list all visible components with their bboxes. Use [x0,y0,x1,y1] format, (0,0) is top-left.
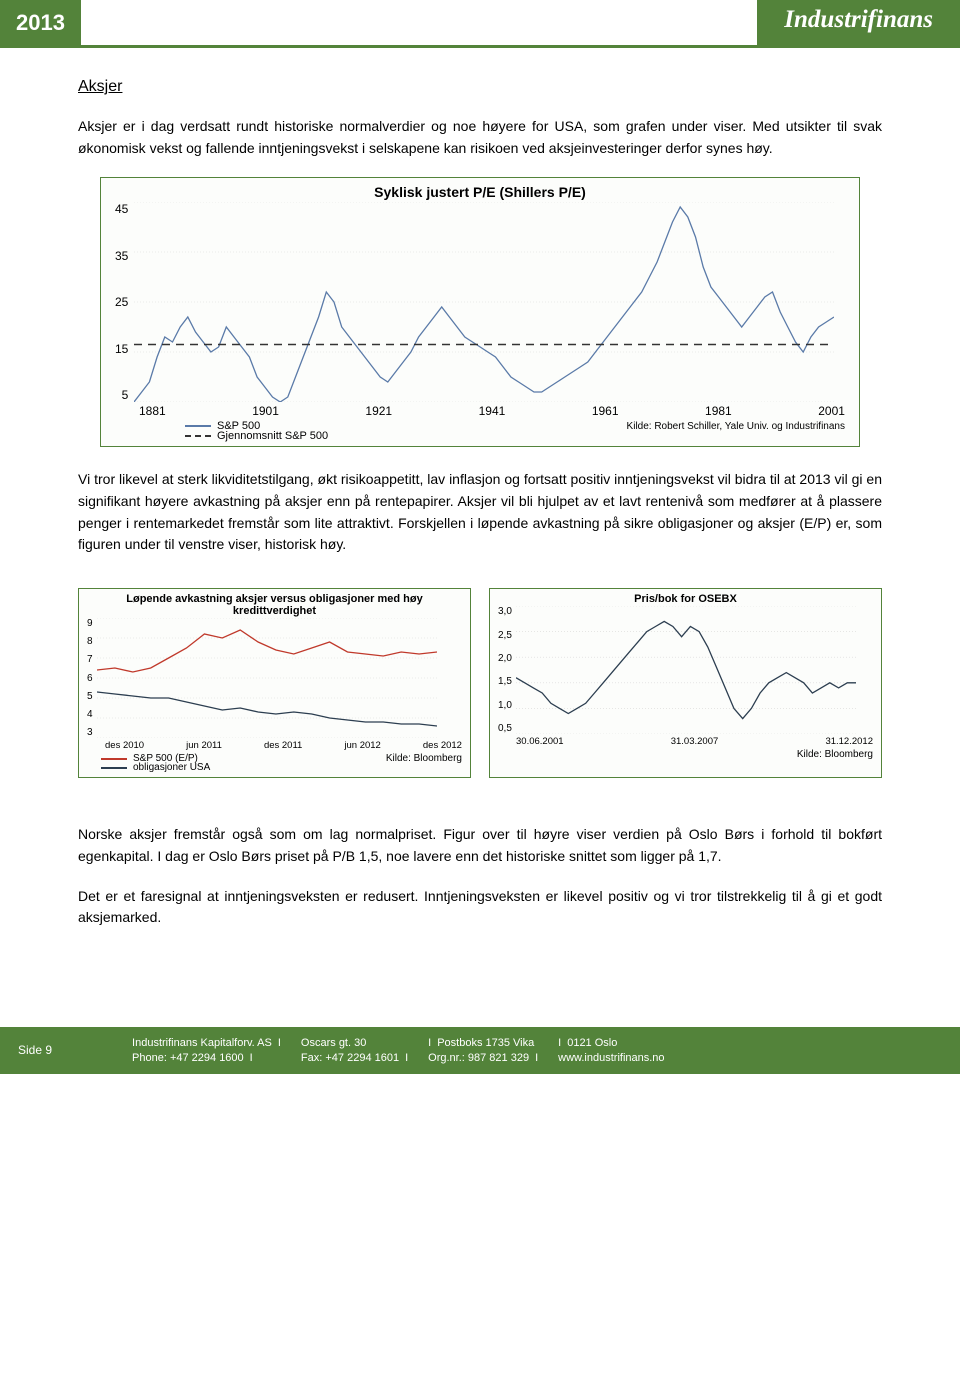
chart3-source: Kilde: Bloomberg [797,749,873,760]
chart2-xaxis: des 2010jun 2011des 2011jun 2012des 2012 [87,738,462,753]
chart1-source: Kilde: Robert Schiller, Yale Univ. og In… [627,421,845,432]
chart1-title: Syklisk justert P/E (Shillers P/E) [115,184,845,200]
chart-pb-osebx: Pris/bok for OSEBX 3,02,52,01,51,00,5 30… [489,588,882,778]
footer-page: Side 9 [18,1043,52,1057]
para-3: Norske aksjer fremstår også som om lag n… [78,824,882,867]
footer-fax: Fax: +47 2294 1601 [301,1052,399,1064]
section-title: Aksjer [78,78,882,96]
footer-address2: Postboks 1735 Vika [437,1037,534,1049]
chart-ep-vs-bond: Løpende avkastning aksjer versus obligas… [78,588,471,778]
legend-bond: obligasjoner USA [101,762,210,773]
footer-web: www.industrifinans.no [558,1052,664,1064]
para-4: Det er et faresignal at inntjeningsvekst… [78,886,882,929]
chart3-title: Pris/bok for OSEBX [498,593,873,605]
footer-cols: Industrifinans Kapitalforv. ASI Phone: +… [132,1037,665,1064]
para-2: Vi tror likevel at sterk likviditetstilg… [78,469,882,556]
chart3-plot [516,606,873,734]
header: 2013 Industrifinans [0,0,960,48]
legend-mean-label: Gjennomsnitt S&P 500 [217,430,328,442]
footer-org: Org.nr.: 987 821 329 [428,1052,529,1064]
logo: Industrifinans [757,0,960,45]
chart3-legend: Kilde: Bloomberg [498,749,873,760]
para-1: Aksjer er i dag verdsatt rundt historisk… [78,116,882,159]
charts-row: Løpende avkastning aksjer versus obligas… [78,574,882,800]
chart3-yaxis: 3,02,52,01,51,00,5 [498,606,516,734]
chart1-plot [134,202,845,402]
year-badge: 2013 [0,0,81,45]
footer: Side 9 Industrifinans Kapitalforv. ASI P… [0,1027,960,1074]
content: Aksjer Aksjer er i dag verdsatt rundt hi… [0,48,960,967]
footer-postal: 0121 Oslo [567,1037,617,1049]
chart2-title: Løpende avkastning aksjer versus obligas… [87,593,462,617]
chart2-yaxis: 9876543 [87,618,97,738]
chart2-plot [97,618,462,738]
chart1-legend2: Gjennomsnitt S&P 500 [115,430,845,442]
footer-company: Industrifinans Kapitalforv. AS [132,1037,272,1049]
chart1-yaxis: 453525155 [115,202,134,402]
footer-address1: Oscars gt. 30 [301,1037,366,1049]
legend-bond-label: obligasjoner USA [133,762,210,773]
chart3-xaxis: 30.06.200131.03.200731.12.2012 [498,734,873,749]
chart-shiller-pe: Syklisk justert P/E (Shillers P/E) 45352… [100,177,860,447]
footer-phone: Phone: +47 2294 1600 [132,1052,244,1064]
legend-mean: Gjennomsnitt S&P 500 [185,430,328,442]
chart1-xaxis: 1881190119211941196119812001 [115,402,845,420]
chart2-source: Kilde: Bloomberg [386,753,462,764]
